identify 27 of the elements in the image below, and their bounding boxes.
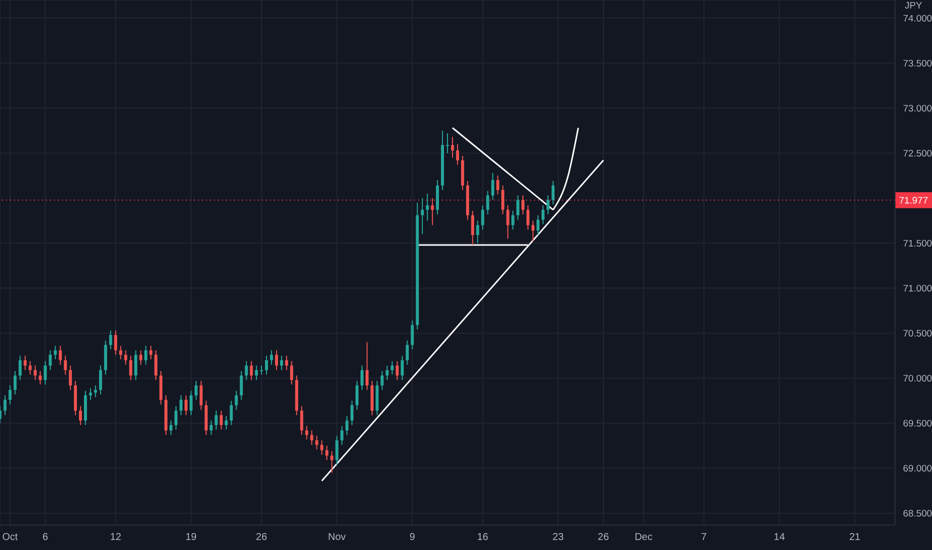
ref-line-label: 71.977 bbox=[898, 196, 928, 207]
x-tick-label: 16 bbox=[477, 532, 489, 544]
x-tick-label: 21 bbox=[849, 532, 861, 544]
x-tick-label: Dec bbox=[634, 532, 652, 544]
x-tick-label: 19 bbox=[186, 532, 198, 544]
x-tick-label: 9 bbox=[410, 532, 416, 544]
x-tick-label: Oct bbox=[2, 532, 18, 544]
y-tick-label: 70.000 bbox=[903, 374, 932, 385]
x-tick-label: Nov bbox=[328, 532, 346, 544]
x-tick-label: 12 bbox=[110, 532, 122, 544]
y-axis-title: JPY bbox=[904, 0, 923, 12]
y-tick-label: 71.000 bbox=[903, 284, 932, 295]
y-tick-label: 70.500 bbox=[903, 328, 932, 340]
y-tick-label: 68.500 bbox=[903, 508, 932, 520]
y-tick-label: 69.000 bbox=[903, 464, 932, 475]
x-tick-label: 23 bbox=[552, 532, 564, 544]
x-tick-label: 14 bbox=[774, 532, 786, 544]
x-tick-label: 26 bbox=[256, 532, 268, 544]
x-tick-label: 6 bbox=[42, 532, 48, 544]
y-tick-label: 73.500 bbox=[903, 58, 932, 70]
y-tick-label: 74.000 bbox=[903, 13, 932, 24]
y-tick-label: 73.000 bbox=[903, 103, 932, 114]
x-tick-label: 26 bbox=[598, 532, 610, 544]
y-tick-label: 71.500 bbox=[903, 238, 932, 250]
x-tick-label: 7 bbox=[701, 532, 708, 544]
y-tick-label: 69.500 bbox=[903, 418, 932, 430]
y-tick-label: 72.500 bbox=[903, 148, 932, 160]
